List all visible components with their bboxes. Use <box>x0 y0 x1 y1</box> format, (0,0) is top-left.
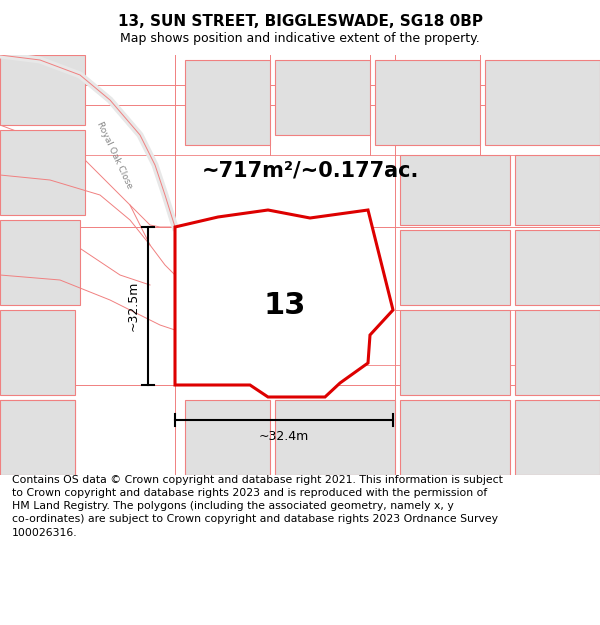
Text: ~717m²/~0.177ac.: ~717m²/~0.177ac. <box>202 160 419 180</box>
Text: Royal Oak Close: Royal Oak Close <box>95 120 134 190</box>
Polygon shape <box>310 227 368 275</box>
Text: Map shows position and indicative extent of the property.: Map shows position and indicative extent… <box>120 32 480 45</box>
Polygon shape <box>195 227 305 330</box>
Polygon shape <box>515 155 600 225</box>
Polygon shape <box>0 400 75 475</box>
Polygon shape <box>400 400 510 475</box>
Polygon shape <box>400 155 510 225</box>
Polygon shape <box>515 230 600 305</box>
Polygon shape <box>515 310 600 395</box>
Polygon shape <box>175 210 393 397</box>
Polygon shape <box>0 130 85 215</box>
Polygon shape <box>310 280 368 360</box>
Polygon shape <box>185 400 270 475</box>
Polygon shape <box>485 60 600 145</box>
Polygon shape <box>0 220 80 305</box>
Polygon shape <box>275 60 370 135</box>
Polygon shape <box>185 60 270 145</box>
Text: 13, SUN STREET, BIGGLESWADE, SG18 0BP: 13, SUN STREET, BIGGLESWADE, SG18 0BP <box>118 14 482 29</box>
Polygon shape <box>195 330 305 380</box>
Polygon shape <box>275 400 395 475</box>
Polygon shape <box>0 55 85 125</box>
Text: 13: 13 <box>264 291 306 319</box>
Text: Contains OS data © Crown copyright and database right 2021. This information is : Contains OS data © Crown copyright and d… <box>12 475 503 538</box>
Polygon shape <box>0 310 75 395</box>
Polygon shape <box>400 230 510 305</box>
Polygon shape <box>375 60 480 145</box>
Polygon shape <box>515 400 600 475</box>
Polygon shape <box>400 310 510 395</box>
Text: ~32.5m: ~32.5m <box>127 281 140 331</box>
Polygon shape <box>0 400 75 475</box>
Text: ~32.4m: ~32.4m <box>259 430 309 443</box>
